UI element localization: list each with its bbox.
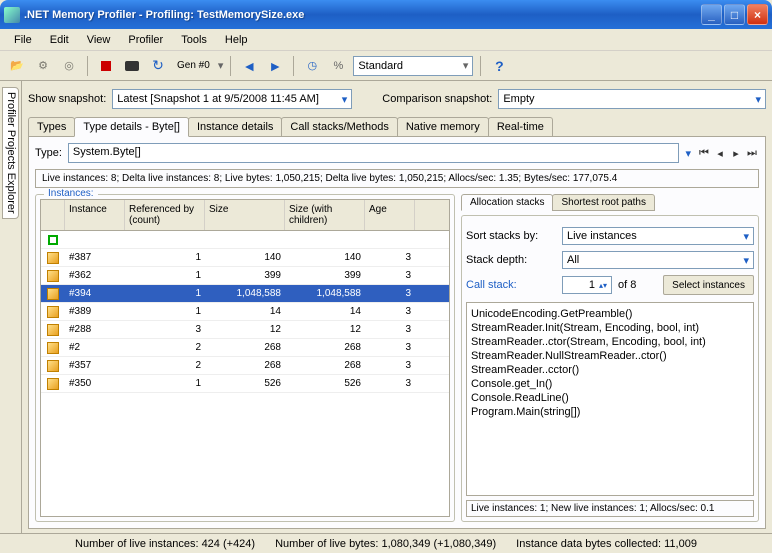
nav-back-button[interactable]: ◄ [238, 55, 260, 77]
menu-help[interactable]: Help [217, 32, 256, 48]
tab-2[interactable]: Instance details [188, 117, 282, 137]
menu-file[interactable]: File [6, 32, 40, 48]
stack-frame: Console.get_In() [471, 377, 749, 391]
window-title: .NET Memory Profiler - Profiling: TestMe… [24, 9, 701, 21]
type-label: Type: [35, 147, 62, 159]
compare-snapshot-combo[interactable]: Empty▾ [498, 89, 766, 109]
help-button[interactable]: ? [488, 55, 510, 77]
table-row[interactable]: #357 2 268 268 3 [41, 357, 449, 375]
menu-profiler[interactable]: Profiler [120, 32, 171, 48]
type-input[interactable]: System.Byte[] [68, 143, 680, 163]
sidebar-tab[interactable]: Profiler Projects Explorer [0, 81, 22, 533]
status-bar: Number of live instances: 424 (+424) Num… [0, 533, 772, 553]
select-instances-button[interactable]: Select instances [663, 275, 754, 295]
compare-snapshot-label: Comparison snapshot: [382, 93, 492, 105]
alloc-panel: Sort stacks by: Live instances▾ Stack de… [461, 215, 759, 522]
refresh-icon[interactable]: ↻ [147, 55, 169, 77]
stop-button[interactable] [95, 55, 117, 77]
stack-frame: StreamReader.NullStreamReader..ctor() [471, 349, 749, 363]
table-row[interactable]: #362 1 399 399 3 [41, 267, 449, 285]
table-row[interactable]: #394 1 1,048,588 1,048,588 3 [41, 285, 449, 303]
sort-combo[interactable]: Live instances▾ [562, 227, 754, 245]
alloc-stats: Live instances: 1; New live instances: 1… [466, 500, 754, 517]
callstack-spinner[interactable]: 1▴▾ [562, 276, 612, 294]
table-row[interactable]: #387 1 140 140 3 [41, 249, 449, 267]
instances-panel: Instances: Instance Referenced by (count… [35, 194, 455, 522]
app-icon [4, 7, 20, 23]
menu-tools[interactable]: Tools [173, 32, 215, 48]
callstack-label: Call stack: [466, 279, 556, 291]
stats-bar: Live instances: 8; Delta live instances:… [35, 169, 759, 188]
clock-icon[interactable]: ◷ [301, 55, 323, 77]
table-row[interactable]: #2 2 268 268 3 [41, 339, 449, 357]
nav-forward-button[interactable]: ► [264, 55, 286, 77]
gen-label: Gen #0 [173, 60, 214, 71]
tab-1[interactable]: Type details - Byte[] [74, 117, 189, 137]
tab-3[interactable]: Call stacks/Methods [281, 117, 397, 137]
close-button[interactable]: × [747, 4, 768, 25]
alloc-tabs: Allocation stacksShortest root paths [461, 194, 759, 211]
maximize-button[interactable]: □ [724, 4, 745, 25]
stack-frame: UnicodeEncoding.GetPreamble() [471, 307, 749, 321]
menu-view[interactable]: View [79, 32, 119, 48]
main-tabs: TypesType details - Byte[]Instance detai… [28, 117, 766, 137]
target-icon[interactable]: ◎ [58, 55, 80, 77]
percent-icon[interactable]: % [327, 55, 349, 77]
depth-combo[interactable]: All▾ [562, 251, 754, 269]
minimize-button[interactable]: _ [701, 4, 722, 25]
toolbar: 📂 ⚙ ◎ ↻ Gen #0 ▾ ◄ ► ◷ % Standard▾ ? [0, 51, 772, 81]
table-row[interactable]: #350 1 526 526 3 [41, 375, 449, 393]
scheme-combo[interactable]: Standard▾ [353, 56, 473, 76]
snapshot-button[interactable] [121, 55, 143, 77]
alloc-tab-1[interactable]: Shortest root paths [552, 194, 655, 211]
stack-frame: StreamReader.Init(Stream, Encoding, bool… [471, 321, 749, 335]
title-bar: .NET Memory Profiler - Profiling: TestMe… [0, 0, 772, 29]
callstack-list[interactable]: UnicodeEncoding.GetPreamble()StreamReade… [466, 302, 754, 496]
tab-5[interactable]: Real-time [488, 117, 553, 137]
stack-frame: StreamReader..ctor(Stream, Encoding, boo… [471, 335, 749, 349]
sort-label: Sort stacks by: [466, 230, 556, 242]
type-nav-buttons[interactable]: ⏮◂▸⏭ [697, 147, 759, 160]
open-icon[interactable]: 📂 [6, 55, 28, 77]
table-row[interactable]: #288 3 12 12 3 [41, 321, 449, 339]
depth-label: Stack depth: [466, 254, 556, 266]
instances-table[interactable]: Instance Referenced by (count) Size Size… [40, 199, 450, 517]
table-row[interactable]: #389 1 14 14 3 [41, 303, 449, 321]
menu-edit[interactable]: Edit [42, 32, 77, 48]
tab-0[interactable]: Types [28, 117, 75, 137]
alloc-tab-0[interactable]: Allocation stacks [461, 194, 553, 211]
stack-frame: Program.Main(string[]) [471, 405, 749, 419]
attach-icon[interactable]: ⚙ [32, 55, 54, 77]
stack-frame: StreamReader..cctor() [471, 363, 749, 377]
show-snapshot-label: Show snapshot: [28, 93, 106, 105]
menu-bar: FileEditViewProfilerToolsHelp [0, 29, 772, 51]
tab-4[interactable]: Native memory [397, 117, 489, 137]
stack-frame: Console.ReadLine() [471, 391, 749, 405]
show-snapshot-combo[interactable]: Latest [Snapshot 1 at 9/5/2008 11:45 AM]… [112, 89, 352, 109]
